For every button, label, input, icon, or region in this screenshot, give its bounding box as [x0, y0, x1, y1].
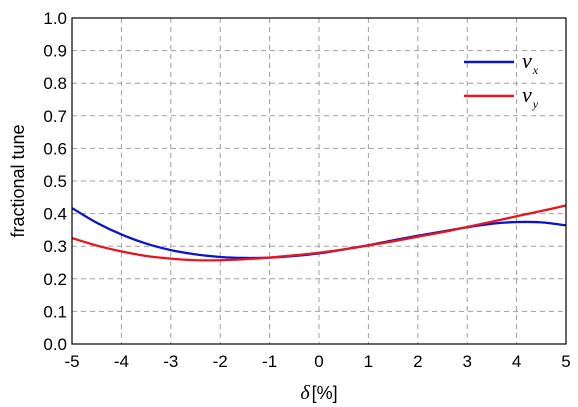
- y-tick-label: 0.6: [43, 139, 67, 158]
- x-tick-label: -5: [64, 352, 79, 371]
- y-tick-label: 0.5: [43, 172, 67, 191]
- legend-sub-nu-y: y: [532, 97, 539, 111]
- y-tick-label: 0.0: [43, 335, 67, 354]
- legend: νx νy: [464, 48, 539, 111]
- x-tick-label: 2: [413, 352, 422, 371]
- y-axis-label: fractional tune: [8, 124, 28, 237]
- plot-frame: [71, 17, 567, 345]
- x-axis-unit: [%]: [312, 383, 338, 403]
- x-tick-label: -4: [114, 352, 129, 371]
- legend-sub-nu-x: x: [532, 63, 539, 77]
- x-tick-label: -2: [213, 352, 228, 371]
- y-tick-label: 0.3: [43, 237, 67, 256]
- y-tick-label: 0.9: [43, 42, 67, 61]
- series-line-nu-y: [71, 204, 567, 262]
- y-tick-labels: 0.0 0.1 0.2 0.3 0.4 0.5 0.6 0.7 0.8 0.9 1.0: [43, 9, 67, 354]
- x-axis-symbol: δ: [300, 382, 310, 404]
- legend-symbol-nu-x: ν: [522, 48, 532, 73]
- y-tick-label: 0.7: [43, 107, 67, 126]
- grid-lines: [72, 18, 566, 344]
- x-tick-label: 3: [462, 352, 471, 371]
- legend-label-nu-y: νy: [522, 82, 539, 111]
- x-tick-label: 1: [364, 352, 373, 371]
- y-tick-label: 1.0: [43, 9, 67, 28]
- y-tick-label: 0.1: [43, 302, 67, 321]
- x-tick-label: -1: [262, 352, 277, 371]
- x-tick-labels: -5 -4 -3 -2 -1 0 1 2 3 4 5: [64, 352, 570, 371]
- y-tick-label: 0.8: [43, 74, 67, 93]
- x-tick-label: 4: [512, 352, 521, 371]
- legend-symbol-nu-y: ν: [522, 82, 532, 107]
- y-tick-label: 0.4: [43, 205, 67, 224]
- x-tick-label: -3: [163, 352, 178, 371]
- x-tick-label: 5: [561, 352, 570, 371]
- series-lines: [71, 204, 567, 262]
- legend-label-nu-x: νx: [522, 48, 539, 77]
- x-tick-label: 0: [314, 352, 323, 371]
- y-tick-label: 0.2: [43, 270, 67, 289]
- x-axis-label: δ [%]: [300, 382, 337, 404]
- series-line-nu-x: [71, 207, 567, 260]
